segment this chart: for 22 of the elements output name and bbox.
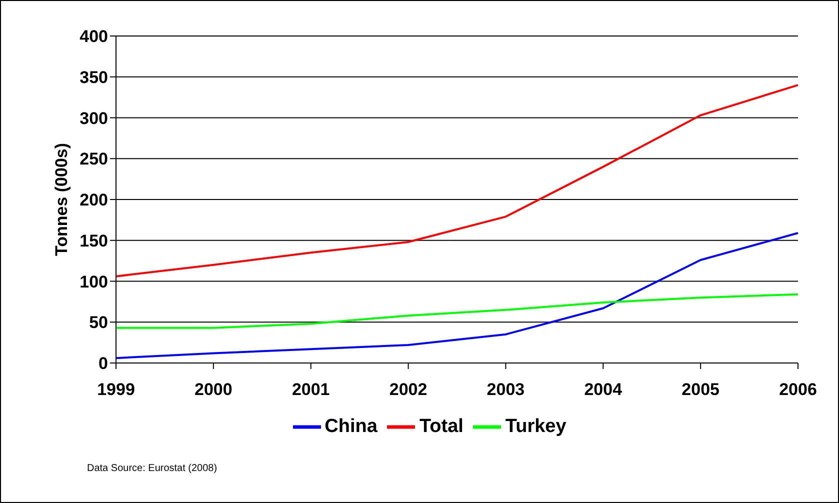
y-tick-label: 100 (80, 272, 108, 292)
legend-label: China (324, 416, 378, 438)
y-tick-label: 350 (80, 68, 108, 87)
x-tick-label: 2004 (584, 380, 623, 400)
legend-label: Total (419, 416, 464, 438)
x-tick-label: 2001 (292, 380, 330, 400)
y-tick-label: 400 (80, 27, 108, 46)
y-tick-label: 50 (89, 313, 108, 332)
x-tick-label: 2000 (194, 380, 232, 400)
y-tick-label: 300 (80, 108, 108, 128)
y-axis-title: Tonnes (000s) (52, 142, 72, 256)
y-tick-label: 150 (80, 231, 108, 250)
x-tick-label: 2005 (682, 380, 720, 400)
x-tick-label: 2002 (389, 380, 428, 400)
x-tick-label: 2006 (779, 380, 817, 400)
legend-label: Turkey (505, 416, 566, 438)
x-tick-label: 1999 (97, 380, 135, 400)
y-tick-label: 0 (98, 354, 108, 374)
y-tick-label: 250 (80, 150, 108, 169)
source-note: Data Source: Eurostat (2008) (87, 463, 218, 474)
y-tick-label: 200 (80, 190, 108, 210)
x-tick-label: 2003 (486, 380, 525, 400)
